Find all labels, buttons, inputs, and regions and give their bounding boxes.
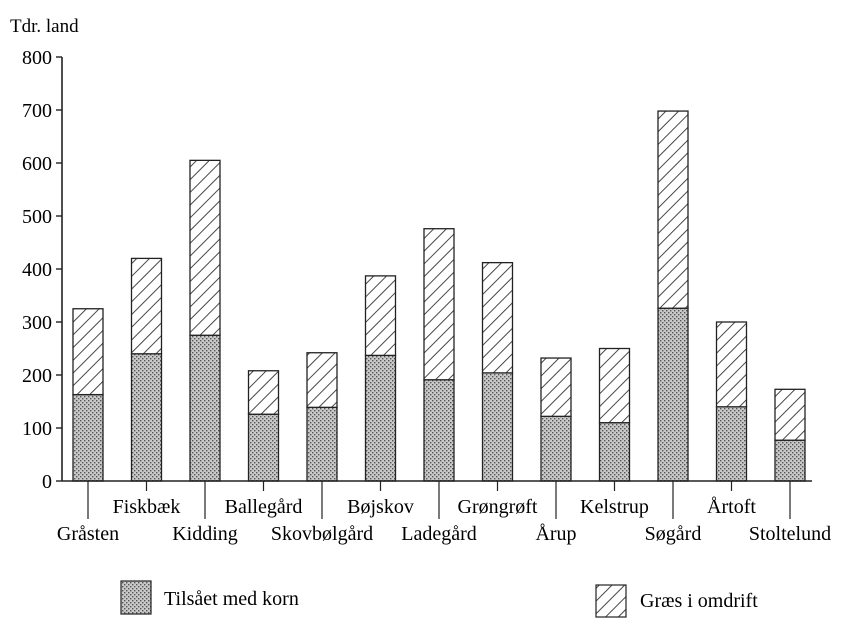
- bar-group: [540, 357, 572, 482]
- bar-group: [423, 228, 455, 482]
- bar-tilsaaet-med-korn: [364, 354, 397, 482]
- bar-graes-i-omdrift: [481, 261, 514, 374]
- bar-tilsaaet-med-korn: [540, 415, 572, 482]
- bar-graes-i-omdrift: [774, 388, 806, 441]
- bar-tilsaaet-med-korn: [657, 307, 689, 482]
- bar-tilsaaet-med-korn: [715, 406, 748, 482]
- bar-tilsaaet-med-korn: [481, 372, 514, 482]
- x-tick-label: Kelstrup: [580, 496, 649, 518]
- bar-tilsaaet-med-korn: [72, 393, 104, 482]
- legend-swatch-tilsaaet-med-korn: [120, 580, 152, 615]
- y-tick-label: 600: [22, 153, 52, 175]
- y-tick-label: 400: [22, 259, 52, 281]
- legend-swatch-graes-i-omdrift: [595, 584, 627, 618]
- x-tick-label: Ladegård: [401, 523, 477, 545]
- bar-tilsaaet-med-korn: [423, 379, 455, 482]
- y-tick-label: 300: [22, 312, 52, 334]
- x-tick-label: Bøjskov: [347, 496, 414, 518]
- y-tick-label: 100: [22, 418, 52, 440]
- bar-tilsaaet-med-korn: [130, 353, 163, 482]
- bar-group: [715, 321, 748, 482]
- bar-group: [130, 257, 163, 482]
- y-axis-unit-label: Tdr. land: [10, 16, 79, 37]
- x-tick-label: Gråsten: [57, 523, 119, 545]
- y-tick-label: 500: [22, 206, 52, 228]
- bar-graes-i-omdrift: [364, 275, 397, 357]
- bar-graes-i-omdrift: [72, 308, 104, 396]
- bar-group: [657, 110, 689, 482]
- x-tick-label: Søgård: [645, 523, 702, 545]
- y-tick-label: 0: [42, 471, 52, 493]
- bar-group: [598, 347, 631, 482]
- x-tick-label: Årup: [535, 523, 576, 545]
- bar-graes-i-omdrift: [130, 257, 163, 355]
- x-axis: Gråsten Fiskbæk Kidding Ballegård Skovbølgår…: [57, 480, 831, 545]
- legend: Tilsået med korn Græs i omdrift: [120, 580, 758, 618]
- bar-graes-i-omdrift: [598, 347, 631, 424]
- bar-graes-i-omdrift: [247, 370, 280, 415]
- bar-group: [306, 352, 338, 482]
- x-tick-label: Ballegård: [225, 496, 303, 518]
- bar-tilsaaet-med-korn: [774, 439, 806, 482]
- x-tick-label: Fiskbæk: [113, 496, 181, 518]
- y-tick-label: 200: [22, 365, 52, 387]
- bar-graes-i-omdrift: [540, 357, 572, 417]
- bar-group: [481, 261, 514, 482]
- bar-tilsaaet-med-korn: [189, 334, 221, 482]
- bar-tilsaaet-med-korn: [598, 422, 631, 482]
- x-tick-label: Grøngrøft: [458, 496, 538, 518]
- bar-tilsaaet-med-korn: [306, 406, 338, 482]
- bars: [72, 110, 806, 482]
- legend-label-graes-i-omdrift: Græs i omdrift: [640, 590, 758, 612]
- x-tick-label: Skovbølgård: [271, 523, 373, 545]
- bar-tilsaaet-med-korn: [247, 413, 280, 482]
- y-tick-label: 700: [22, 100, 52, 122]
- bar-graes-i-omdrift: [715, 321, 748, 408]
- bar-group: [189, 159, 221, 482]
- x-tick-label: Kidding: [172, 523, 238, 545]
- bar-graes-i-omdrift: [657, 110, 689, 309]
- legend-label-tilsaaet-med-korn: Tilsået med korn: [164, 588, 299, 610]
- bar-group: [364, 275, 397, 482]
- bar-group: [72, 308, 104, 482]
- x-tick-label: Stoltelund: [749, 523, 831, 545]
- bar-graes-i-omdrift: [189, 159, 221, 336]
- y-axis: 0 100 200 300 400 500 600 700 800: [22, 47, 63, 493]
- x-tick-label: Årtoft: [707, 496, 756, 518]
- y-tick-label: 800: [22, 47, 52, 69]
- bar-graes-i-omdrift: [306, 352, 338, 408]
- bar-group: [774, 388, 806, 482]
- bar-graes-i-omdrift: [423, 228, 455, 381]
- bar-group: [247, 370, 280, 482]
